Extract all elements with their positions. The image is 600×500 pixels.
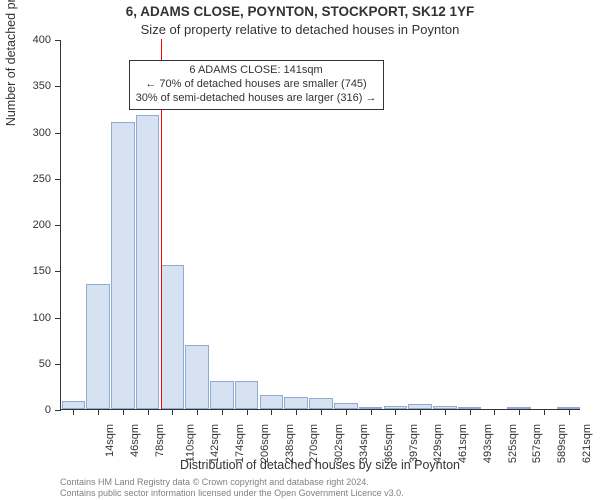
xtick <box>445 409 446 415</box>
bar <box>161 265 185 409</box>
xtick-label: 110sqm <box>184 424 196 462</box>
bar <box>235 381 259 409</box>
ytick <box>55 133 61 134</box>
chart-title: 6, ADAMS CLOSE, POYNTON, STOCKPORT, SK12… <box>0 4 600 19</box>
xtick <box>197 409 198 415</box>
xtick <box>470 409 471 415</box>
annotation-box: 6 ADAMS CLOSE: 141sqm← 70% of detached h… <box>129 60 384 109</box>
xtick <box>346 409 347 415</box>
bar <box>210 381 234 409</box>
annotation-line: ← 70% of detached houses are smaller (74… <box>136 78 377 92</box>
ytick <box>55 86 61 87</box>
ytick-label: 200 <box>11 219 51 231</box>
ytick <box>55 225 61 226</box>
ytick <box>55 271 61 272</box>
bar <box>260 395 284 409</box>
footer-line2: Contains public sector information licen… <box>60 488 404 498</box>
bar <box>62 401 86 409</box>
ytick-label: 50 <box>11 358 51 370</box>
xtick <box>371 409 372 415</box>
annotation-line: 6 ADAMS CLOSE: 141sqm <box>136 64 377 78</box>
ytick-label: 300 <box>11 127 51 139</box>
bar <box>309 398 333 409</box>
xtick <box>271 409 272 415</box>
bar <box>185 345 209 409</box>
xtick <box>98 409 99 415</box>
xtick-label: 621sqm <box>581 424 593 463</box>
xtick <box>544 409 545 415</box>
ytick-label: 100 <box>11 312 51 324</box>
xtick-label: 14sqm <box>104 424 116 457</box>
ytick <box>55 410 61 411</box>
x-axis-label: Distribution of detached houses by size … <box>60 458 580 472</box>
xtick <box>321 409 322 415</box>
chart-subtitle: Size of property relative to detached ho… <box>0 22 600 37</box>
bar <box>284 397 308 409</box>
bar <box>111 122 135 409</box>
xtick <box>172 409 173 415</box>
xtick <box>222 409 223 415</box>
ytick-label: 0 <box>11 404 51 416</box>
ytick-label: 250 <box>11 173 51 185</box>
xtick <box>123 409 124 415</box>
ytick <box>55 364 61 365</box>
xtick-label: 46sqm <box>129 424 141 457</box>
ytick-label: 150 <box>11 265 51 277</box>
xtick <box>519 409 520 415</box>
xtick-label: 78sqm <box>154 424 166 457</box>
xtick <box>420 409 421 415</box>
footer: Contains HM Land Registry data © Crown c… <box>60 477 404 498</box>
xtick <box>395 409 396 415</box>
ytick <box>55 179 61 180</box>
ytick <box>55 40 61 41</box>
xtick <box>247 409 248 415</box>
ytick <box>55 318 61 319</box>
xtick <box>148 409 149 415</box>
xtick <box>569 409 570 415</box>
ytick-label: 350 <box>11 80 51 92</box>
xtick <box>494 409 495 415</box>
bar <box>86 284 110 409</box>
bar <box>136 115 160 409</box>
xtick <box>296 409 297 415</box>
xtick <box>73 409 74 415</box>
ytick-label: 400 <box>11 34 51 46</box>
annotation-line: 30% of semi-detached houses are larger (… <box>136 92 377 106</box>
plot-area: 050100150200250300350400 14sqm46sqm78sqm… <box>60 40 580 410</box>
footer-line1: Contains HM Land Registry data © Crown c… <box>60 477 404 487</box>
